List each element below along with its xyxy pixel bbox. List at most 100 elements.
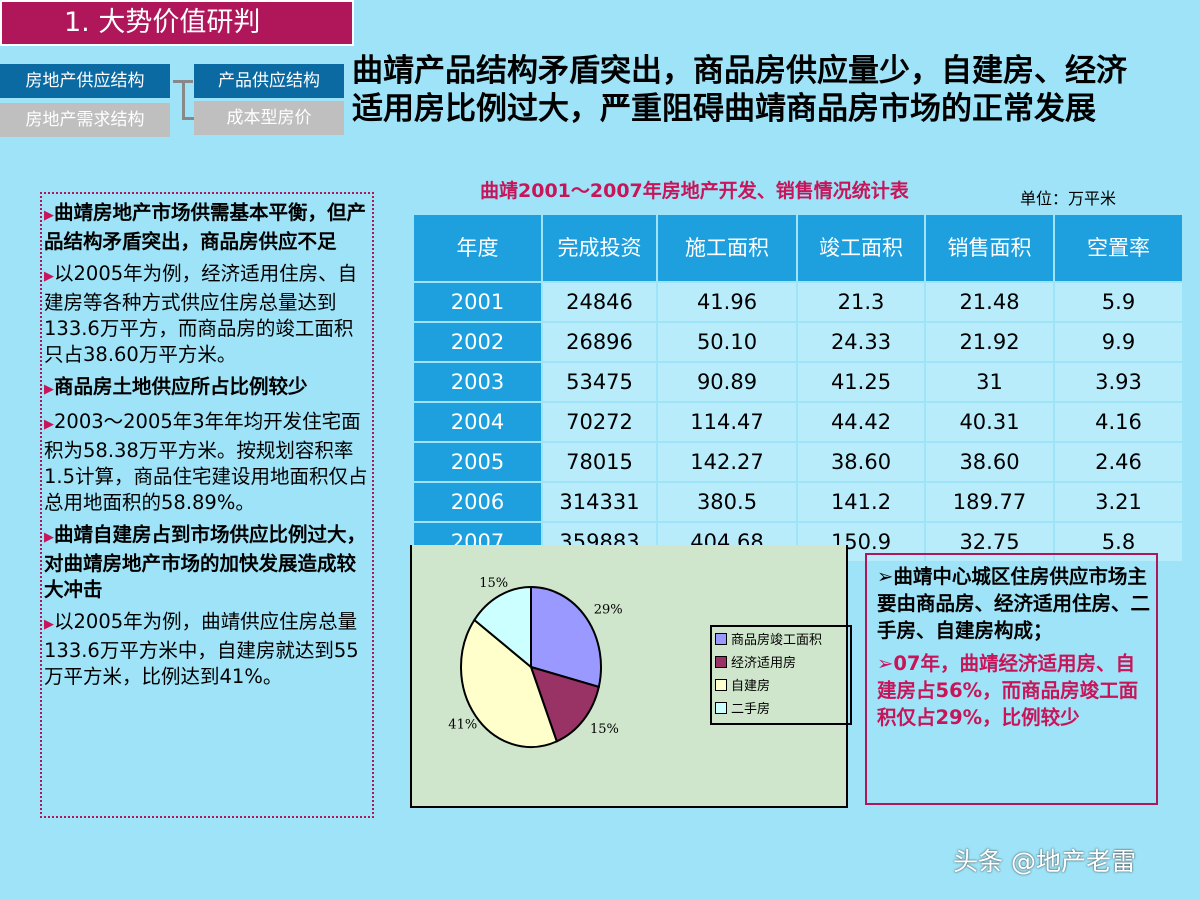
note-item: ▶商品房土地供应所占比例较少: [44, 374, 368, 403]
legend-label: 经济适用房: [731, 656, 797, 671]
table-cell: 5.8: [1053, 521, 1184, 563]
nav-supply-structure[interactable]: 房地产供应结构: [0, 64, 170, 98]
note-text: 曲靖自建房占到市场供应比例过大，对曲靖房地产市场的加快发展造成较大冲击: [44, 523, 367, 601]
note-text: 以2005年为例，经济适用住房、自建房等各种方式供应住房总量达到133.6万平方…: [44, 262, 358, 366]
note-item: ▶曲靖房地产市场供需基本平衡，但产品结构矛盾突出，商品房供应不足: [44, 200, 368, 255]
pie-label: 41%: [448, 718, 477, 733]
nav-cost-price[interactable]: 成本型房价: [194, 101, 344, 135]
table-cell: 44.42: [796, 401, 926, 443]
table-cell: 78015: [541, 441, 658, 483]
table-cell: 9.9: [1053, 321, 1184, 363]
table-cell: 38.60: [924, 441, 1055, 483]
table-cell: 3.93: [1053, 361, 1184, 403]
legend-swatch: [715, 633, 727, 645]
legend-label: 自建房: [731, 679, 771, 694]
stats-table: 年度 完成投资 施工面积 竣工面积 销售面积 空置率 2001 24846 41.96 21.3…: [412, 213, 1184, 563]
table-cell: 90.89: [656, 361, 798, 403]
chart-legend: 商品房竣工面积 经济适用房自建房二手房: [710, 625, 852, 725]
table-cell: 31: [924, 361, 1055, 403]
table-cell: 2006: [412, 481, 543, 523]
note-item: ▶曲靖自建房占到市场供应比例过大，对曲靖房地产市场的加快发展造成较大冲击: [44, 522, 368, 603]
table-cell: 24.33: [796, 321, 926, 363]
note-item: ▶2003～2005年3年年均开发住宅面积为58.38万平方米。按规划容积率1.…: [44, 409, 368, 516]
pie-label: 15%: [479, 576, 508, 591]
bullet-icon: ▶: [44, 617, 54, 632]
note-text: 以2005年为例，曲靖供应住房总量133.6万平方米中，自建房就达到55万平方米…: [44, 610, 359, 688]
table-cell: 21.3: [796, 281, 926, 323]
table-row: 2006 314331 380.5 141.2 189.77 3.21: [412, 481, 1184, 523]
pie-label: 15%: [590, 722, 619, 737]
table-cell: 41.25: [796, 361, 926, 403]
legend-item: 经济适用房: [715, 652, 847, 675]
table-cell: 4.16: [1053, 401, 1184, 443]
table-row: 2003 53475 90.89 41.25 31 3.93: [412, 361, 1184, 403]
table-cell: 141.2: [796, 481, 926, 523]
bullet-icon: ▶: [44, 417, 54, 432]
pie-slice-1: [529, 665, 600, 743]
legend-label: 二手房: [731, 702, 771, 717]
table-row: 2004 70272 114.47 44.42 40.31 4.16: [412, 401, 1184, 443]
legend-item: 商品房竣工面积: [715, 629, 847, 652]
note-item: ➢07年，曲靖经济适用房、自建房占56%，而商品房竣工面积仅占29%，比例较少: [877, 652, 1139, 729]
note-text: 2003～2005年3年年均开发住宅面积为58.38万平方米。按规划容积率1.5…: [44, 410, 368, 514]
table-cell: 38.60: [796, 441, 926, 483]
connector: [182, 117, 194, 120]
table-cell: 24846: [541, 281, 658, 323]
legend-item: 二手房: [715, 698, 847, 721]
column-header: 空置率: [1053, 213, 1184, 283]
pie-slice-2: [460, 618, 559, 748]
legend-swatch: [715, 702, 727, 714]
table-cell: 50.10: [656, 321, 798, 363]
bullet-icon: ▶: [44, 382, 54, 397]
table-cell: 21.92: [924, 321, 1055, 363]
bullet-icon: ▶: [44, 530, 54, 545]
watermark: 头条 @地产老雷: [953, 847, 1136, 876]
table-cell: 114.47: [656, 401, 798, 443]
column-header: 完成投资: [541, 213, 658, 283]
right-notes: ➢曲靖中心城区住房供应市场主要由商品房、经济适用住房、二手房、自建房构成； ➢07…: [865, 553, 1158, 805]
pie-chart: 29% 15% 41% 15% 商品房竣工面积 经济适用房自建房二手房: [410, 545, 852, 808]
connector: [182, 80, 185, 120]
table-cell: 2001: [412, 281, 543, 323]
pie-label: 29%: [594, 602, 623, 617]
table-cell: 70272: [541, 401, 658, 443]
table-cell: 53475: [541, 361, 658, 403]
table-cell: 189.77: [924, 481, 1055, 523]
note-item: ▶以2005年为例，曲靖供应住房总量133.6万平方米中，自建房就达到55万平方…: [44, 609, 368, 690]
table-cell: 2005: [412, 441, 543, 483]
note-text: 曲靖房地产市场供需基本平衡，但产品结构矛盾突出，商品房供应不足: [44, 201, 367, 253]
table-cell: 3.21: [1053, 481, 1184, 523]
table-cell: 26896: [541, 321, 658, 363]
column-header: 销售面积: [924, 213, 1055, 283]
bullet-icon: ▶: [44, 269, 54, 284]
table-cell: 40.31: [924, 401, 1055, 443]
table-cell: 21.48: [924, 281, 1055, 323]
pie-slice-0: [530, 585, 602, 689]
legend-swatch: [715, 679, 727, 691]
table-cell: 5.9: [1053, 281, 1184, 323]
note-item: ▶以2005年为例，经济适用住房、自建房等各种方式供应住房总量达到133.6万平…: [44, 261, 368, 368]
table-cell: 2003: [412, 361, 543, 403]
legend-swatch: [715, 656, 727, 668]
note-item: ➢曲靖中心城区住房供应市场主要由商品房、经济适用住房、二手房、自建房构成；: [877, 565, 1151, 642]
table-title: 曲靖2001～2007年房地产开发、销售情况统计表: [480, 180, 909, 202]
note-text: 商品房土地供应所占比例较少: [54, 375, 308, 398]
legend-label: 商品房竣工面积: [731, 633, 823, 648]
table-row: 2005 78015 142.27 38.60 38.60 2.46: [412, 441, 1184, 483]
column-header: 施工面积: [656, 213, 798, 283]
nav-demand-structure[interactable]: 房地产需求结构: [0, 103, 170, 137]
nav-product-supply[interactable]: 产品供应结构: [194, 64, 344, 98]
table-cell: 314331: [541, 481, 658, 523]
table-cell: 142.27: [656, 441, 798, 483]
table-cell: 380.5: [656, 481, 798, 523]
section-title: 1. 大势价值研判: [0, 0, 354, 46]
table-unit: 单位：万平米: [1020, 189, 1117, 208]
column-header: 年度: [412, 213, 543, 283]
headline: 曲靖产品结构矛盾突出，商品房供应量少，自建房、经济适用房比例过大，严重阻碍曲靖商…: [352, 53, 1127, 127]
table-cell: 2004: [412, 401, 543, 443]
table-row: 2001 24846 41.96 21.3 21.48 5.9: [412, 281, 1184, 323]
legend-item: 自建房: [715, 675, 847, 698]
pie-slice-3: [473, 585, 532, 670]
table-cell: 32.75: [924, 521, 1055, 563]
table-cell: 41.96: [656, 281, 798, 323]
